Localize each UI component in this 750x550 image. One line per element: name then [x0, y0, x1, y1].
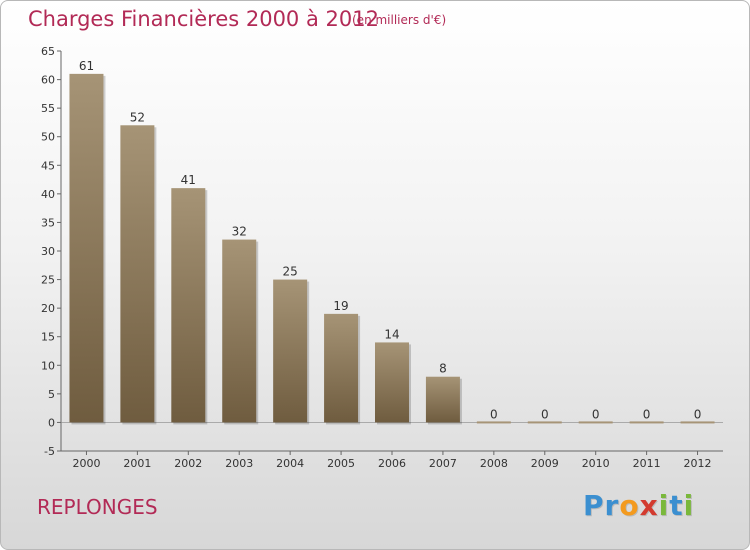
- chart-title: Charges Financières 2000 à 2012: [28, 7, 379, 31]
- x-tick-label: 2012: [684, 457, 712, 470]
- y-tick-label: 5: [48, 388, 55, 401]
- y-tick-label: 30: [41, 245, 55, 258]
- value-label: 25: [283, 265, 298, 279]
- bar-2008: [476, 421, 511, 424]
- bar-2005: [324, 313, 359, 423]
- value-label: 0: [694, 407, 702, 421]
- bar-2012: [680, 421, 715, 424]
- y-tick-label: -5: [44, 445, 55, 458]
- value-label: 0: [490, 407, 498, 421]
- bar-2007: [425, 376, 460, 423]
- y-tick-label: 20: [41, 302, 55, 315]
- x-tick-label: 2006: [378, 457, 406, 470]
- x-tick-label: 2005: [327, 457, 355, 470]
- value-label: 0: [643, 407, 651, 421]
- bar-2000: [69, 73, 104, 423]
- y-tick-label: 10: [41, 359, 55, 372]
- bar-2003: [222, 239, 257, 423]
- proxiti-logo: Proxiti: [583, 489, 694, 522]
- x-tick-label: 2001: [123, 457, 151, 470]
- logo-letter: i: [683, 489, 695, 522]
- logo-letter: o: [619, 489, 640, 522]
- value-label: 41: [181, 173, 196, 187]
- y-tick-label: 45: [41, 159, 55, 172]
- y-tick-label: 15: [41, 331, 55, 344]
- x-tick-label: 2003: [225, 457, 253, 470]
- value-label: 0: [592, 407, 600, 421]
- y-tick-label: 65: [41, 45, 55, 58]
- value-label: 61: [79, 59, 94, 73]
- y-tick-label: 25: [41, 274, 55, 287]
- chart-bars: [69, 73, 715, 425]
- x-tick-label: 2004: [276, 457, 304, 470]
- x-tick-label: 2008: [480, 457, 508, 470]
- logo-letter: x: [639, 489, 659, 522]
- place-name: REPLONGES: [37, 495, 158, 519]
- x-tick-label: 2002: [174, 457, 202, 470]
- chart-labels: 61 2000 52 2001 41 2002 32 2003 25 2004 19 2005 14 20…: [72, 59, 711, 470]
- value-label: 0: [541, 407, 549, 421]
- value-label: 52: [130, 110, 145, 124]
- logo-letter: P: [583, 489, 605, 522]
- bar-2006: [375, 342, 409, 423]
- value-label: 14: [384, 327, 399, 341]
- x-tick-label: 2010: [582, 457, 610, 470]
- y-tick-label: 60: [41, 74, 55, 87]
- x-tick-label: 2011: [633, 457, 661, 470]
- bar-2011: [629, 421, 664, 424]
- value-label: 8: [439, 362, 447, 376]
- x-tick-label: 2000: [72, 457, 100, 470]
- bar-2001: [120, 125, 155, 423]
- value-label: 32: [232, 225, 247, 239]
- x-tick-label: 2009: [531, 457, 559, 470]
- chart-axes: -5 0 5 10 15 20 25 30 35 40 45 50 55 60 65: [41, 45, 723, 458]
- y-tick-label: 55: [41, 102, 55, 115]
- y-tick-label: 40: [41, 188, 55, 201]
- chart-subtitle: (en milliers d'€): [352, 13, 447, 27]
- bar-2009: [527, 421, 562, 424]
- y-tick-label: 0: [48, 416, 55, 429]
- y-tick-label: 35: [41, 216, 55, 229]
- y-tick-label: 50: [41, 131, 55, 144]
- bar-2010: [578, 421, 613, 424]
- value-label: 19: [333, 299, 348, 313]
- logo-letter: t: [669, 489, 684, 522]
- bar-2002: [171, 188, 206, 423]
- x-tick-label: 2007: [429, 457, 457, 470]
- logo-letter: r: [604, 489, 620, 522]
- bar-2004: [273, 279, 308, 423]
- logo-letter: i: [658, 489, 670, 522]
